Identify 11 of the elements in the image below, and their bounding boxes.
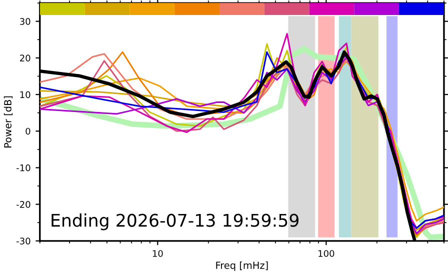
- annotation: Ending 2026-07-13 19:59:59: [52, 213, 298, 230]
- x-axis-title: Freq [mHz]: [216, 261, 268, 271]
- y-axis-title: Power [dB]: [4, 96, 13, 148]
- y-tick-label: 0: [26, 128, 30, 135]
- y-tick-label: -30: [16, 238, 30, 244]
- y-tick-label: 30: [20, 18, 30, 25]
- y-tick-label: -10: [16, 164, 30, 172]
- y-tick-label: -20: [16, 201, 30, 208]
- y-tick-label: 20: [20, 54, 30, 62]
- x-tick-label: 100: [318, 250, 334, 257]
- y-tick-label: 10: [20, 91, 30, 98]
